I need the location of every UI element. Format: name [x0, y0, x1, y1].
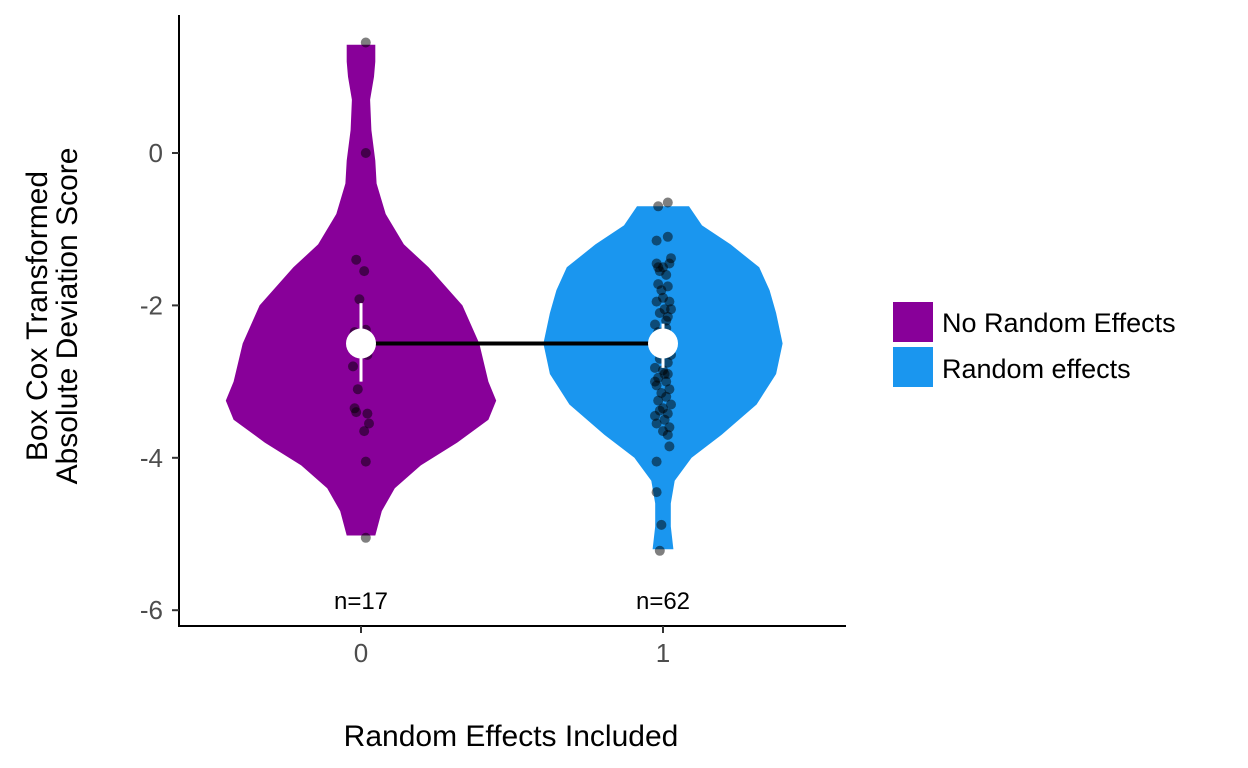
data-point-1-55: [656, 519, 667, 530]
data-point-1-60: [653, 262, 664, 273]
data-point-1-56: [654, 545, 665, 556]
data-point-1-37: [653, 395, 664, 406]
data-point-1-54: [651, 487, 662, 498]
y-tick-label-3: 0: [149, 138, 163, 168]
data-point-0-13: [364, 418, 374, 429]
mean-point-0: [346, 328, 376, 359]
data-point-1-52: [664, 441, 675, 452]
data-point-1-34: [664, 384, 675, 395]
mean-point-1: [648, 328, 678, 359]
data-point-1-57: [661, 315, 672, 326]
data-point-0-11: [351, 407, 362, 418]
y-tick-label-0: -6: [140, 595, 163, 625]
data-point-0-2: [351, 254, 362, 265]
data-point-0-15: [360, 456, 371, 467]
data-point-1-53: [651, 456, 662, 467]
data-point-1-16: [654, 308, 665, 318]
data-point-1-2: [651, 235, 662, 246]
data-point-1-44: [651, 418, 662, 429]
data-point-1-50: [666, 304, 676, 315]
data-point-1-3: [662, 231, 673, 242]
y-axis-title-line-2: Absolute Deviation Score: [51, 148, 84, 485]
data-point-0-4: [354, 294, 365, 305]
data-point-1-28: [650, 362, 660, 373]
data-point-1-49: [656, 285, 667, 296]
legend-label-random-effects: Random effects: [942, 354, 1131, 384]
y-tick-label-1: -4: [140, 443, 163, 473]
legend-swatch-random-effects: [893, 347, 933, 387]
legend-label-no-random-effects: No Random Effects: [942, 308, 1176, 338]
y-axis-title-line-1: Box Cox Transformed: [21, 171, 54, 461]
data-point-1-42: [650, 410, 660, 421]
summary-layer: [346, 303, 678, 382]
count-label-0: n=17: [334, 588, 388, 615]
data-point-0-1: [360, 148, 371, 158]
data-point-1-13: [651, 296, 662, 307]
data-point-1-9: [661, 269, 672, 280]
data-point-1-51: [650, 376, 660, 387]
y-axis-title: Box Cox Transformed Absolute Deviation S…: [21, 148, 84, 485]
data-point-1-0: [653, 201, 664, 212]
data-point-1-43: [659, 414, 670, 425]
data-point-1-36: [661, 391, 672, 402]
data-point-0-9: [352, 384, 363, 395]
data-point-1-14: [664, 296, 675, 307]
data-point-0-16: [360, 532, 371, 543]
legend: No Random Effects Random effects: [893, 302, 1176, 387]
count-labels: n=17 n=62: [334, 588, 690, 615]
data-point-1-32: [661, 376, 672, 387]
data-point-0-3: [359, 266, 370, 277]
x-tick-label-0: 0: [354, 638, 368, 668]
data-point-0-0: [360, 37, 371, 48]
data-point-1-38: [666, 399, 676, 410]
data-point-0-12: [362, 408, 373, 419]
y-tick-label-2: -2: [140, 290, 163, 320]
data-point-0-8: [348, 361, 358, 372]
x-axis-title: Random Effects Included: [344, 720, 679, 753]
count-label-1: n=62: [636, 588, 690, 615]
data-point-1-61: [659, 369, 670, 379]
violins-layer: [225, 44, 783, 550]
x-tick-label-1: 1: [656, 638, 670, 668]
data-point-1-18: [650, 319, 660, 330]
data-point-1-27: [662, 357, 673, 368]
data-point-0-14: [359, 426, 370, 437]
data-point-1-1: [662, 197, 673, 208]
y-ticks: -6 -4 -2 0: [140, 138, 179, 625]
violin-0: [225, 44, 497, 536]
legend-swatch-no-random-effects: [893, 302, 933, 342]
data-point-1-59: [662, 429, 673, 440]
